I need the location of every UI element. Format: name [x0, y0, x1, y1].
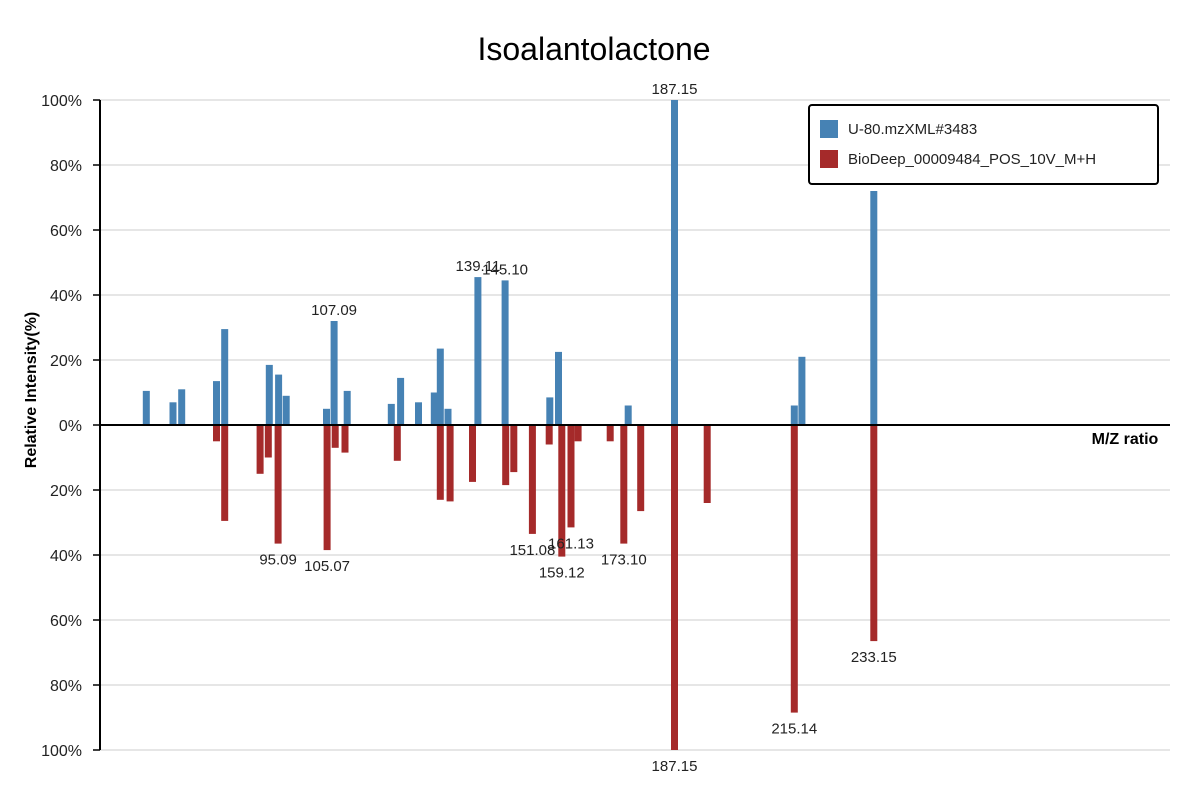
reference-peak-bar	[221, 425, 229, 521]
reference-peak-bar	[341, 425, 349, 453]
query-peak-bar	[415, 402, 422, 426]
reference-peak-bar	[510, 425, 518, 473]
peak-label: 173.10	[601, 552, 647, 569]
query-peak-bar	[221, 329, 229, 425]
reference-peak-bar	[393, 425, 401, 461]
query-peak-bar	[178, 389, 186, 426]
peak-label: 161.13	[548, 535, 594, 552]
legend-swatch-reference	[820, 150, 838, 168]
reference-peak-bar	[502, 425, 510, 486]
y-tick-label: 40%	[50, 288, 82, 305]
peak-label: 107.09	[311, 302, 357, 319]
query-peak-bar	[555, 351, 562, 425]
query-peak-bar	[330, 321, 338, 425]
reference-peak-bar	[671, 425, 678, 750]
y-tick-label: 20%	[50, 353, 82, 370]
reference-peak-bar	[264, 425, 272, 458]
reference-peak-bar	[436, 425, 444, 500]
y-tick-label: 20%	[50, 483, 82, 500]
query-peak-bar	[474, 277, 482, 425]
peak-label: 187.15	[652, 81, 698, 98]
peak-label: 187.15	[652, 758, 698, 775]
query-peak-bar	[265, 364, 273, 425]
reference-peak-bar	[545, 425, 553, 445]
reference-peak-bar	[620, 425, 628, 544]
query-peak-bar	[169, 402, 177, 426]
query-peak-bar	[275, 374, 283, 425]
y-tick-label: 60%	[50, 613, 82, 630]
query-peak-bar	[142, 390, 150, 425]
reference-peak-bar	[567, 425, 575, 528]
query-peak-bar	[546, 397, 554, 425]
reference-peak-bar	[870, 425, 878, 642]
legend-label-reference: BioDeep_00009484_POS_10V_M+H	[848, 151, 1096, 168]
bars	[142, 100, 878, 750]
query-peak-bar	[323, 408, 330, 426]
y-axis-ticks: 100% 80% 60% 40% 20% 0% 20% 40% 60% 80% 100%	[41, 93, 100, 760]
reference-peak-bar	[331, 425, 339, 448]
query-peak-bar	[444, 408, 452, 426]
peak-label: 95.09	[259, 552, 297, 569]
y-tick-label: 80%	[50, 678, 82, 695]
reference-peak-bar	[528, 425, 536, 534]
reference-peak-bar	[274, 425, 282, 544]
peak-label: 151.08	[509, 542, 555, 559]
peak-label: 215.14	[771, 721, 817, 738]
y-tick-label: 0%	[59, 418, 82, 435]
reference-peak-bar	[469, 425, 476, 482]
reference-peak-bar	[446, 425, 454, 502]
y-axis-title: Relative Intensity(%)	[23, 312, 40, 468]
reference-peak-bar	[256, 425, 264, 474]
legend-swatch-query	[820, 120, 838, 138]
peak-label: 105.07	[304, 558, 350, 575]
reference-peak-bar	[574, 425, 582, 442]
peak-label: 139.11	[456, 258, 501, 275]
query-peak-bar	[870, 191, 878, 425]
peak-label: 233.15	[851, 649, 897, 666]
legend: U-80.mzXML#3483 BioDeep_00009484_POS_10V…	[808, 104, 1159, 185]
query-peak-bar	[671, 100, 678, 425]
legend-box	[808, 104, 1159, 185]
query-peak-bar	[282, 395, 290, 426]
query-peak-bar	[798, 356, 806, 426]
reference-peak-bar	[323, 425, 331, 551]
x-axis-title: M/Z ratio	[1092, 431, 1159, 448]
query-peak-bar	[624, 405, 632, 425]
reference-peak-bar	[790, 425, 798, 713]
reference-peak-bar	[213, 425, 220, 442]
legend-label-query: U-80.mzXML#3483	[848, 121, 977, 138]
query-peak-bar	[436, 348, 444, 425]
query-peak-bar	[343, 390, 351, 425]
chart-title: Isoalantolactone	[477, 31, 710, 67]
query-peak-bar	[790, 405, 798, 425]
y-tick-label: 100%	[41, 93, 82, 110]
y-tick-label: 100%	[41, 743, 82, 760]
reference-peak-bar	[637, 425, 645, 512]
reference-peak-bar	[703, 425, 711, 503]
peak-label: 145.10	[482, 261, 528, 278]
y-tick-label: 40%	[50, 548, 82, 565]
query-peak-bar	[387, 403, 395, 425]
query-peak-bar	[397, 377, 405, 425]
query-peak-bar	[213, 381, 220, 425]
y-tick-label: 80%	[50, 158, 82, 175]
y-tick-label: 60%	[50, 223, 82, 240]
query-peak-bar	[430, 392, 438, 425]
query-peak-bar	[501, 280, 509, 425]
peak-label: 159.12	[539, 565, 585, 582]
reference-peak-bar	[558, 425, 566, 557]
reference-peak-bar	[606, 425, 614, 442]
